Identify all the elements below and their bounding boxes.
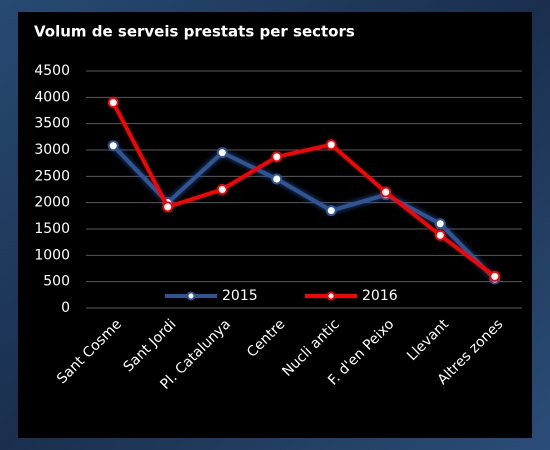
chart-area (18, 12, 532, 438)
y-tick-label: 2500 (34, 168, 70, 184)
marker (271, 173, 283, 185)
y-tick-label: 500 (43, 274, 70, 290)
line (111, 101, 496, 278)
marker (434, 218, 446, 230)
line (111, 144, 497, 281)
marker (216, 184, 228, 195)
marker (162, 201, 174, 213)
y-tick-label: 3000 (34, 142, 70, 158)
y-tick-label: 1500 (34, 221, 70, 237)
marker (434, 229, 446, 241)
marker (107, 97, 119, 109)
y-tick-label: 4000 (34, 89, 70, 105)
y-tick-label: 4500 (34, 63, 70, 79)
marker (107, 140, 119, 152)
legend-marker (186, 291, 196, 301)
chart-title: Volum de serveis prestats per sectors (34, 23, 355, 41)
marker (380, 186, 392, 198)
series (107, 97, 501, 282)
y-tick-label: 2000 (34, 195, 70, 211)
marker (216, 147, 228, 159)
marker (325, 139, 337, 151)
y-tick-label: 3500 (34, 116, 70, 132)
y-tick-label: 0 (61, 300, 70, 316)
legend-label: 2016 (362, 288, 398, 304)
marker (271, 151, 283, 163)
legend-marker (326, 291, 336, 301)
y-tick-label: 1000 (34, 247, 70, 263)
legend-label: 2015 (222, 288, 258, 304)
marker (489, 270, 501, 282)
marker (325, 205, 337, 217)
